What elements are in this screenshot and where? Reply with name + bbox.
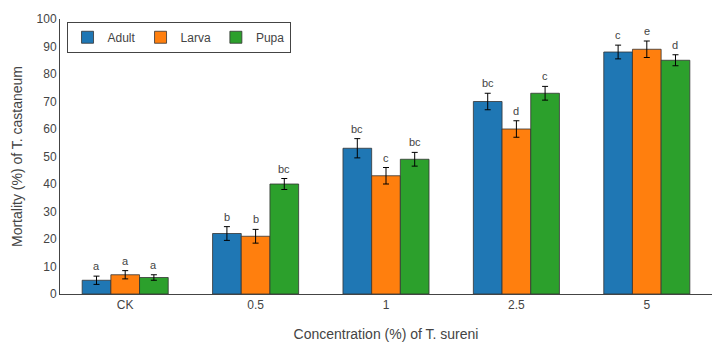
svg-text:d: d [672, 39, 678, 51]
svg-text:Pupa: Pupa [256, 31, 284, 45]
svg-text:a: a [122, 255, 129, 267]
svg-text:2.5: 2.5 [508, 298, 525, 312]
svg-text:0: 0 [50, 287, 57, 301]
svg-text:CK: CK [117, 298, 134, 312]
svg-text:b: b [253, 213, 259, 225]
svg-text:20: 20 [43, 232, 57, 246]
svg-text:50: 50 [43, 150, 57, 164]
svg-text:100: 100 [37, 12, 57, 26]
svg-text:90: 90 [43, 40, 57, 54]
svg-text:a: a [93, 260, 100, 272]
svg-text:60: 60 [43, 122, 57, 136]
svg-text:80: 80 [43, 67, 57, 81]
svg-text:c: c [615, 29, 621, 41]
svg-text:0.5: 0.5 [247, 298, 264, 312]
svg-text:1: 1 [383, 298, 390, 312]
svg-text:bc: bc [278, 163, 290, 175]
svg-text:a: a [150, 259, 157, 271]
svg-text:bc: bc [409, 136, 421, 148]
svg-text:bc: bc [351, 123, 363, 135]
svg-text:30: 30 [43, 205, 57, 219]
svg-text:b: b [224, 211, 230, 223]
svg-text:c: c [383, 152, 389, 164]
svg-text:bc: bc [482, 77, 494, 89]
svg-text:Mortality (%) of T. castaneum: Mortality (%) of T. castaneum [9, 66, 25, 247]
svg-text:40: 40 [43, 177, 57, 191]
svg-text:c: c [542, 70, 548, 82]
svg-text:10: 10 [43, 260, 57, 274]
svg-text:d: d [513, 105, 519, 117]
svg-text:Concentration (%) of T. sureni: Concentration (%) of T. sureni [294, 326, 479, 342]
svg-text:5: 5 [643, 298, 650, 312]
svg-text:Adult: Adult [108, 31, 136, 45]
svg-text:Larva: Larva [181, 31, 211, 45]
svg-text:e: e [644, 25, 650, 37]
svg-text:70: 70 [43, 95, 57, 109]
